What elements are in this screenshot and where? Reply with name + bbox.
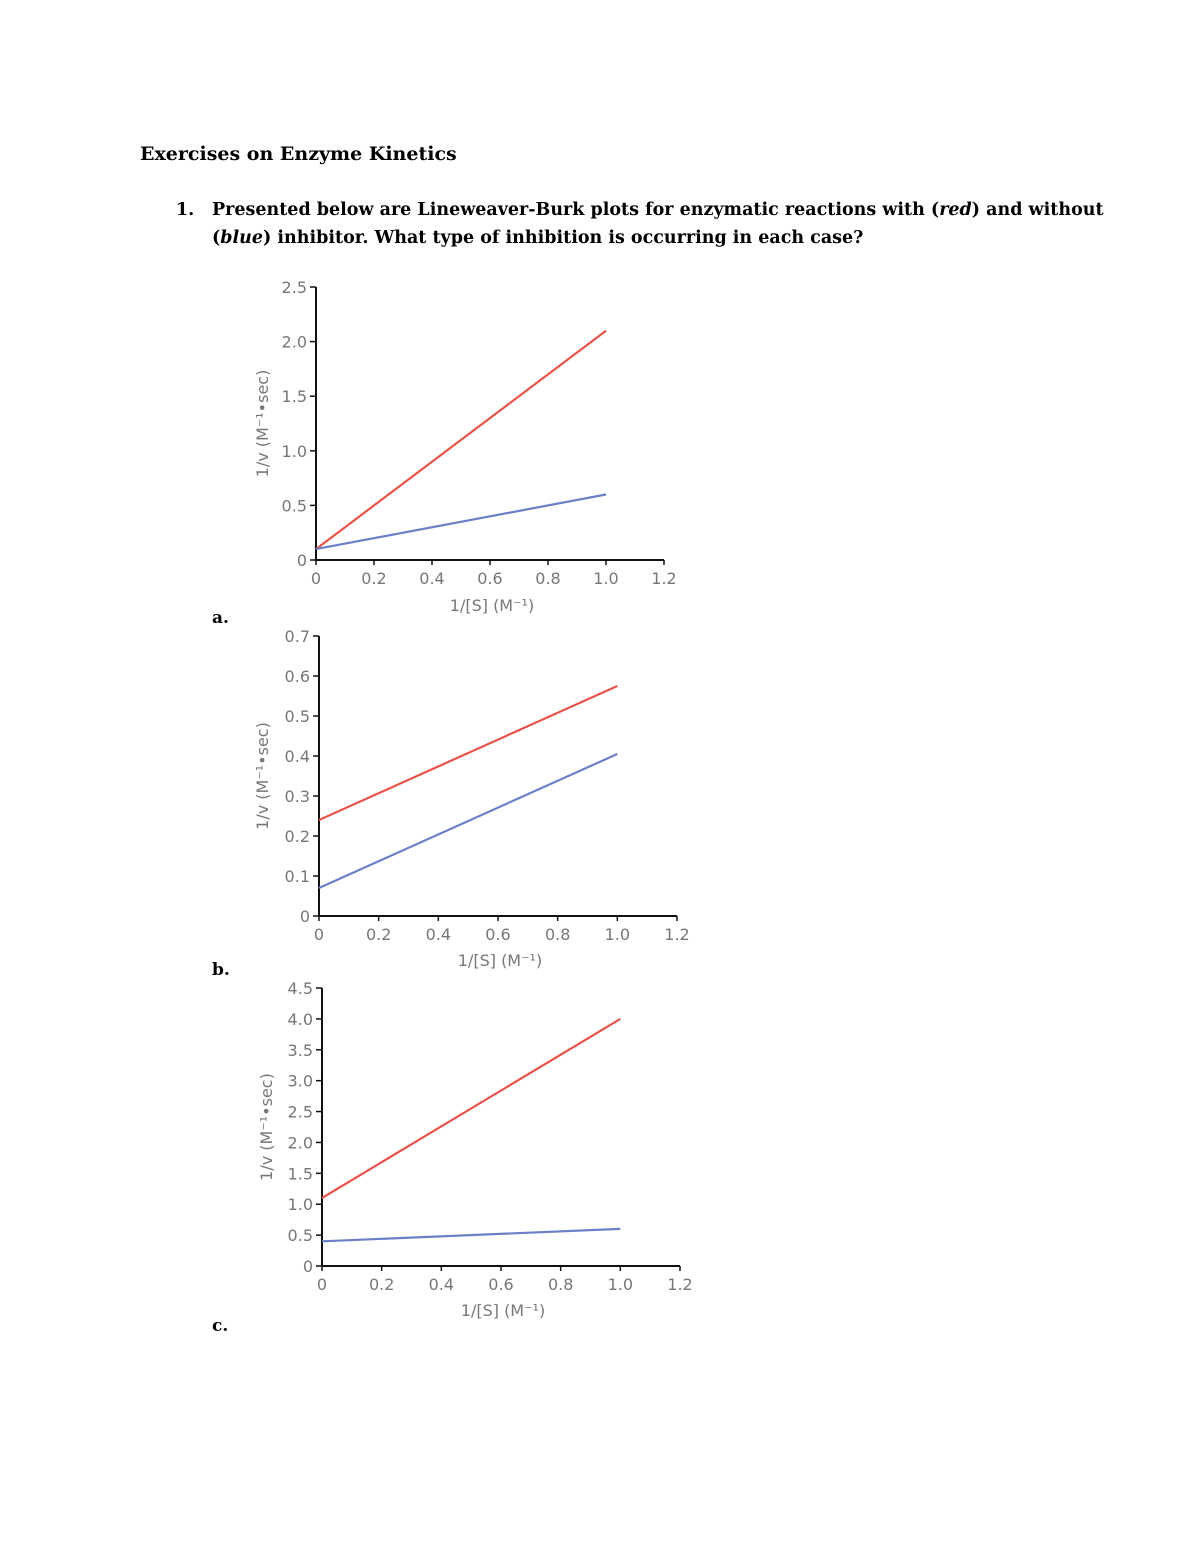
y-tick-label: 0 (303, 1257, 313, 1276)
y-axis-label: 1/v (M⁻¹•sec) (253, 722, 272, 830)
y-tick-label: 1.0 (282, 442, 307, 461)
y-tick-label: 0 (300, 907, 310, 926)
y-tick-label: 1.5 (282, 387, 307, 406)
question-line-1: Presented below are Lineweaver-Burk plot… (212, 195, 1104, 225)
series-line-with-inhibitor (315, 329, 607, 550)
x-tick-label: 1.0 (608, 1275, 633, 1294)
question-text-1a: Presented below are Lineweaver-Burk plot… (212, 200, 940, 220)
question-number: 1. (176, 200, 195, 220)
x-tick-label: 0 (317, 1275, 327, 1294)
y-tick-label: 1.0 (288, 1195, 313, 1214)
x-tick-label: 0.4 (426, 925, 451, 944)
y-tick-label: 4.5 (288, 979, 313, 998)
y-tick-label: 0.1 (285, 867, 310, 886)
y-tick-label: 2.5 (282, 278, 307, 297)
y-tick-label: 2.5 (288, 1103, 313, 1122)
y-tick-label: 0.5 (285, 707, 310, 726)
y-tick-label: 0.2 (285, 827, 310, 846)
y-tick-label: 3.5 (288, 1041, 313, 1060)
x-tick-label: 0.6 (485, 925, 510, 944)
x-tick-label: 0.8 (535, 569, 560, 588)
series-line-with-inhibitor (321, 1017, 621, 1199)
x-axis-label: 1/[S] (M⁻¹) (461, 1301, 545, 1320)
x-tick-label: 0.6 (488, 1275, 513, 1294)
series-line-without-inhibitor (321, 1227, 621, 1243)
question-red-word: red (939, 200, 972, 220)
x-tick-label: 1.0 (605, 925, 630, 944)
question-line-2: (blue) inhibitor. What type of inhibitio… (212, 223, 863, 253)
x-axis-label: 1/[S] (M⁻¹) (450, 596, 534, 615)
x-tick-label: 1.2 (651, 569, 676, 588)
y-tick-label: 2.0 (288, 1133, 313, 1152)
x-tick-label: 0.8 (548, 1275, 573, 1294)
part-label-b: b. (212, 960, 230, 980)
x-tick-label: 0.6 (477, 569, 502, 588)
x-tick-label: 0.4 (429, 1275, 454, 1294)
x-axis-label: 1/[S] (M⁻¹) (458, 951, 542, 970)
y-axis-label: 1/v (M⁻¹•sec) (253, 370, 272, 478)
question-text-2a: ( (212, 228, 221, 248)
y-tick-label: 2.0 (282, 333, 307, 352)
x-tick-label: 1.2 (664, 925, 689, 944)
x-tick-label: 0 (314, 925, 324, 944)
y-tick-label: 0.4 (285, 747, 310, 766)
y-tick-label: 0.5 (282, 496, 307, 515)
y-tick-label: 3.0 (288, 1072, 313, 1091)
y-tick-label: 0.5 (288, 1226, 313, 1245)
x-tick-label: 0.2 (366, 925, 391, 944)
y-tick-label: 4.0 (288, 1010, 313, 1029)
y-tick-label: 0.3 (285, 787, 310, 806)
document-title: Exercises on Enzyme Kinetics (140, 143, 457, 165)
y-axis-label: 1/v (M⁻¹•sec) (257, 1073, 276, 1181)
x-tick-label: 0.8 (545, 925, 570, 944)
y-tick-label: 1.5 (288, 1164, 313, 1183)
part-label-c: c. (212, 1316, 229, 1336)
x-tick-label: 0.4 (419, 569, 444, 588)
part-label-a: a. (212, 608, 229, 628)
x-tick-label: 1.0 (593, 569, 618, 588)
series-line-with-inhibitor (318, 684, 618, 822)
x-tick-label: 0.2 (369, 1275, 394, 1294)
x-tick-label: 0.2 (361, 569, 386, 588)
question-text-2b: ) inhibitor. What type of inhibition is … (263, 228, 864, 248)
y-tick-label: 0 (297, 551, 307, 570)
x-tick-label: 0 (311, 569, 321, 588)
x-tick-label: 1.2 (667, 1275, 692, 1294)
question-blue-word: blue (220, 228, 264, 248)
question-text-1b: ) and without (971, 200, 1104, 220)
y-tick-label: 0.7 (285, 627, 310, 646)
series-line-without-inhibitor (318, 752, 618, 890)
series-line-without-inhibitor (315, 493, 607, 551)
y-tick-label: 0.6 (285, 667, 310, 686)
